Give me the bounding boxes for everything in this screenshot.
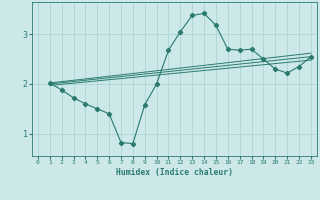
X-axis label: Humidex (Indice chaleur): Humidex (Indice chaleur): [116, 168, 233, 177]
